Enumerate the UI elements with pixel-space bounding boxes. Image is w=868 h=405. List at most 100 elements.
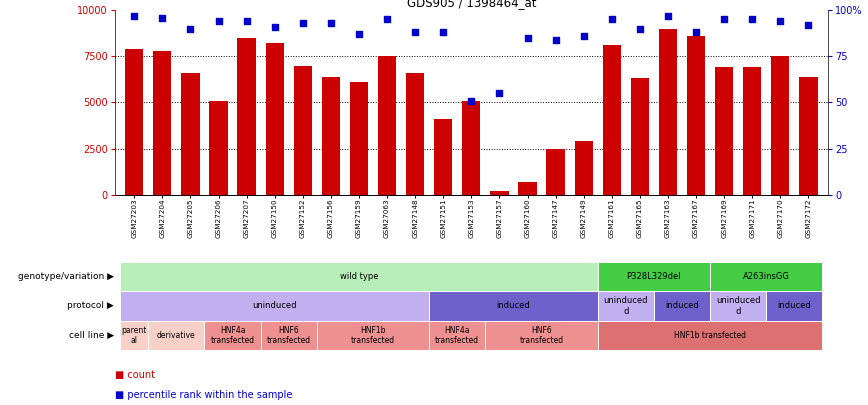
- Text: uninduced: uninduced: [253, 301, 297, 311]
- Text: GSM27172: GSM27172: [806, 198, 812, 238]
- Bar: [654, 291, 710, 321]
- Bar: [238, 38, 256, 195]
- Bar: [598, 321, 823, 350]
- Text: GSM27169: GSM27169: [721, 198, 727, 238]
- Bar: [434, 119, 452, 195]
- Bar: [710, 262, 823, 291]
- Bar: [317, 321, 429, 350]
- Text: GSM27149: GSM27149: [581, 198, 587, 238]
- Text: GSM27205: GSM27205: [187, 198, 194, 238]
- Text: GSM27153: GSM27153: [469, 198, 474, 238]
- Bar: [598, 262, 710, 291]
- Bar: [120, 291, 429, 321]
- Point: [633, 26, 647, 32]
- Bar: [120, 262, 598, 291]
- Bar: [659, 29, 677, 195]
- Text: genotype/variation ▶: genotype/variation ▶: [18, 272, 114, 281]
- Bar: [205, 321, 260, 350]
- Bar: [547, 149, 565, 195]
- Bar: [602, 45, 621, 195]
- Text: ■ percentile rank within the sample: ■ percentile rank within the sample: [115, 390, 292, 400]
- Point: [773, 18, 787, 24]
- Text: HNF1b transfected: HNF1b transfected: [674, 331, 746, 340]
- Point: [352, 31, 366, 37]
- Bar: [350, 82, 368, 195]
- Bar: [429, 321, 485, 350]
- Point: [492, 90, 506, 96]
- Text: GSM27148: GSM27148: [412, 198, 418, 238]
- Text: GSM27167: GSM27167: [693, 198, 699, 238]
- Bar: [153, 51, 172, 195]
- Bar: [771, 56, 790, 195]
- Bar: [429, 291, 598, 321]
- Bar: [518, 182, 536, 195]
- Point: [717, 16, 731, 23]
- Bar: [406, 73, 424, 195]
- Point: [605, 16, 619, 23]
- Bar: [209, 100, 227, 195]
- Bar: [120, 321, 148, 350]
- Text: induced: induced: [496, 301, 530, 311]
- Text: GSM27163: GSM27163: [665, 198, 671, 238]
- Text: HNF6
transfected: HNF6 transfected: [519, 326, 563, 345]
- Text: GSM27147: GSM27147: [553, 198, 559, 238]
- Text: GSM27152: GSM27152: [299, 198, 306, 238]
- Bar: [631, 79, 649, 195]
- Text: HNF4a
transfected: HNF4a transfected: [435, 326, 479, 345]
- Bar: [743, 67, 761, 195]
- Text: P328L329del: P328L329del: [627, 272, 681, 281]
- Bar: [687, 36, 705, 195]
- Point: [689, 29, 703, 36]
- Point: [521, 34, 535, 41]
- Title: GDS905 / 1398464_at: GDS905 / 1398464_at: [406, 0, 536, 9]
- Bar: [766, 291, 823, 321]
- Bar: [125, 49, 143, 195]
- Text: HNF1b
transfected: HNF1b transfected: [351, 326, 395, 345]
- Point: [128, 13, 141, 19]
- Point: [240, 18, 253, 24]
- Text: A263insGG: A263insGG: [743, 272, 790, 281]
- Text: derivative: derivative: [157, 331, 196, 340]
- Text: HNF4a
transfected: HNF4a transfected: [211, 326, 254, 345]
- Text: GSM27206: GSM27206: [215, 198, 221, 238]
- Bar: [485, 321, 598, 350]
- Text: GSM27165: GSM27165: [637, 198, 643, 238]
- Point: [801, 21, 815, 28]
- Text: ■ count: ■ count: [115, 370, 155, 379]
- Point: [324, 20, 338, 26]
- Bar: [293, 66, 312, 195]
- Text: GSM27204: GSM27204: [160, 198, 165, 238]
- Text: GSM27157: GSM27157: [496, 198, 503, 238]
- Bar: [148, 321, 205, 350]
- Bar: [266, 43, 284, 195]
- Text: GSM27207: GSM27207: [244, 198, 250, 238]
- Point: [464, 97, 478, 104]
- Text: uninduced
d: uninduced d: [716, 296, 760, 315]
- Point: [408, 29, 422, 36]
- Text: uninduced
d: uninduced d: [603, 296, 648, 315]
- Text: protocol ▶: protocol ▶: [67, 301, 114, 311]
- Bar: [715, 67, 733, 195]
- Point: [212, 18, 226, 24]
- Text: GSM27063: GSM27063: [384, 198, 390, 238]
- Bar: [490, 191, 509, 195]
- Text: GSM27156: GSM27156: [328, 198, 334, 238]
- Text: GSM27203: GSM27203: [131, 198, 137, 238]
- Bar: [598, 291, 654, 321]
- Text: induced: induced: [778, 301, 812, 311]
- Text: parent
al: parent al: [122, 326, 147, 345]
- Text: GSM27159: GSM27159: [356, 198, 362, 238]
- Bar: [799, 77, 818, 195]
- Text: GSM27171: GSM27171: [749, 198, 755, 238]
- Text: GSM27150: GSM27150: [272, 198, 278, 238]
- Bar: [260, 321, 317, 350]
- Point: [549, 36, 562, 43]
- Text: induced: induced: [665, 301, 699, 311]
- Bar: [710, 291, 766, 321]
- Point: [267, 23, 281, 30]
- Text: HNF6
transfected: HNF6 transfected: [266, 326, 311, 345]
- Bar: [378, 56, 396, 195]
- Text: cell line ▶: cell line ▶: [69, 331, 114, 340]
- Point: [746, 16, 760, 23]
- Point: [296, 20, 310, 26]
